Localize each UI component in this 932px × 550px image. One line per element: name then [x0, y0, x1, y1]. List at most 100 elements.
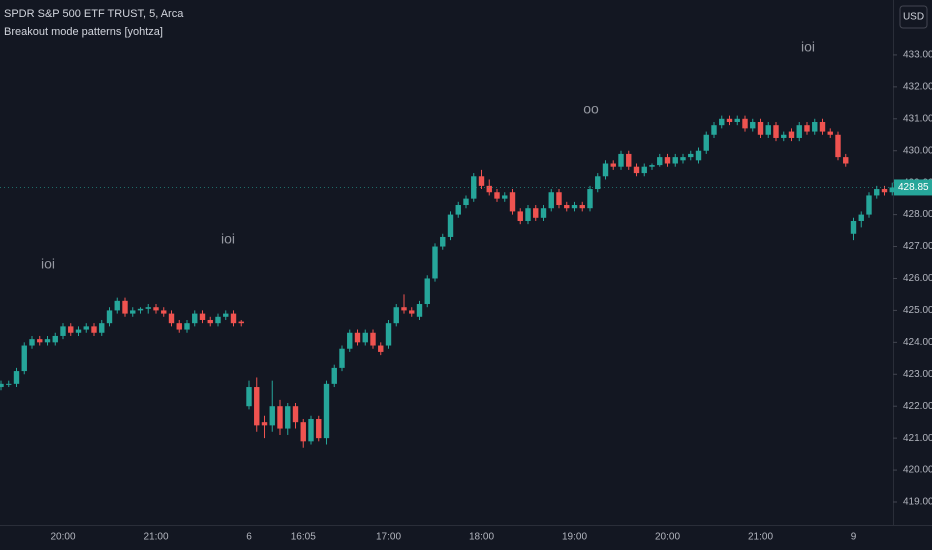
- candle-body: [719, 118, 725, 126]
- candle-body: [199, 313, 206, 320]
- candle-body: [153, 307, 159, 311]
- candle-body: [471, 176, 477, 199]
- pattern-label: oo: [583, 101, 599, 117]
- candle-body: [827, 131, 833, 135]
- candle-body: [843, 157, 849, 164]
- candle-body: [339, 348, 345, 368]
- x-tick-label: 16:05: [291, 532, 316, 543]
- currency-button[interactable]: [899, 5, 928, 29]
- candle-body: [804, 125, 810, 132]
- candle-body: [99, 323, 105, 333]
- y-tick-label: 419.00: [903, 497, 932, 508]
- candle-body: [254, 387, 260, 426]
- candle-body: [230, 313, 237, 324]
- candle-body: [145, 307, 151, 309]
- candle-body: [246, 387, 252, 407]
- candle-body: [432, 246, 438, 279]
- candle-body: [29, 339, 35, 346]
- pattern-label: ioi: [221, 231, 235, 247]
- last-price-box: [894, 179, 932, 196]
- candle-body: [672, 157, 678, 164]
- candle-body: [362, 332, 368, 343]
- candle-body: [60, 326, 66, 336]
- candle-body: [238, 321, 244, 324]
- candle-body: [517, 211, 523, 221]
- candle-body: [223, 313, 229, 317]
- candle-body: [602, 163, 609, 177]
- candle-body: [192, 313, 198, 324]
- y-tick-label: 424.00: [903, 337, 932, 348]
- x-tick-label: 18:00: [469, 532, 494, 543]
- candle-body: [711, 125, 717, 135]
- candle-body: [850, 220, 857, 234]
- candle-body: [0, 383, 4, 388]
- candle-body: [812, 121, 818, 132]
- candle-body: [68, 326, 74, 333]
- candle-body: [416, 304, 423, 317]
- y-tick-label: 422.00: [903, 401, 932, 412]
- candle-body: [122, 300, 128, 314]
- candle-body: [703, 134, 709, 151]
- candle-body: [533, 208, 539, 218]
- candle-body: [409, 310, 415, 314]
- candle-body: [168, 313, 175, 324]
- candle-body: [393, 307, 399, 324]
- candle-body: [657, 157, 663, 166]
- candle-body: [564, 205, 570, 209]
- x-tick-label: 20:00: [655, 532, 680, 543]
- candle-body: [378, 345, 384, 352]
- candle-body: [664, 157, 671, 164]
- pattern-label: ioi: [41, 256, 55, 272]
- candle-body: [331, 367, 337, 384]
- candle-body: [424, 278, 430, 305]
- x-tick-label: 17:00: [376, 532, 401, 543]
- x-tick-label: 19:00: [562, 532, 587, 543]
- candle-body: [83, 326, 89, 330]
- candle-body: [610, 163, 616, 167]
- candle-body: [757, 121, 764, 135]
- candle-body: [401, 307, 407, 311]
- candle-body: [215, 316, 221, 324]
- currency-label[interactable]: USD: [903, 12, 924, 23]
- candle-body: [184, 323, 190, 330]
- candle-body: [269, 406, 275, 426]
- candle-body: [874, 189, 880, 196]
- candle-body: [21, 345, 27, 372]
- candle-body: [308, 418, 314, 442]
- y-tick-label: 431.00: [903, 113, 932, 124]
- candle-body: [91, 326, 97, 333]
- y-tick-label: 430.00: [903, 145, 932, 156]
- candle-body: [858, 214, 864, 221]
- candle-body: [796, 125, 802, 138]
- candle-body: [502, 195, 508, 199]
- candle-body: [323, 383, 330, 439]
- candle-body: [548, 192, 554, 209]
- y-tick-label: 423.00: [903, 369, 932, 380]
- x-tick-label: 9: [851, 532, 857, 543]
- candle-body: [540, 208, 547, 218]
- y-tick-label: 420.00: [903, 465, 932, 476]
- candle-body: [695, 150, 702, 161]
- candle-body: [556, 192, 562, 206]
- candle-body: [455, 205, 461, 215]
- candle-body: [494, 192, 500, 199]
- candle-body: [889, 187, 895, 193]
- candle-body: [370, 332, 376, 346]
- candle-body: [788, 131, 795, 138]
- candle-body: [579, 205, 585, 209]
- x-tick-label: 6: [246, 532, 252, 543]
- y-tick-label: 427.00: [903, 241, 932, 252]
- candle-body: [130, 310, 136, 314]
- candle-body: [509, 192, 516, 212]
- y-tick-label: 428.00: [903, 209, 932, 220]
- candle-body: [742, 118, 748, 129]
- candle-body: [641, 166, 647, 174]
- candle-body: [292, 406, 299, 423]
- candle-body: [881, 189, 888, 193]
- x-tick-label: 21:00: [143, 532, 168, 543]
- candle-body: [633, 166, 640, 174]
- candle-body: [765, 125, 771, 135]
- candle-body: [75, 329, 82, 333]
